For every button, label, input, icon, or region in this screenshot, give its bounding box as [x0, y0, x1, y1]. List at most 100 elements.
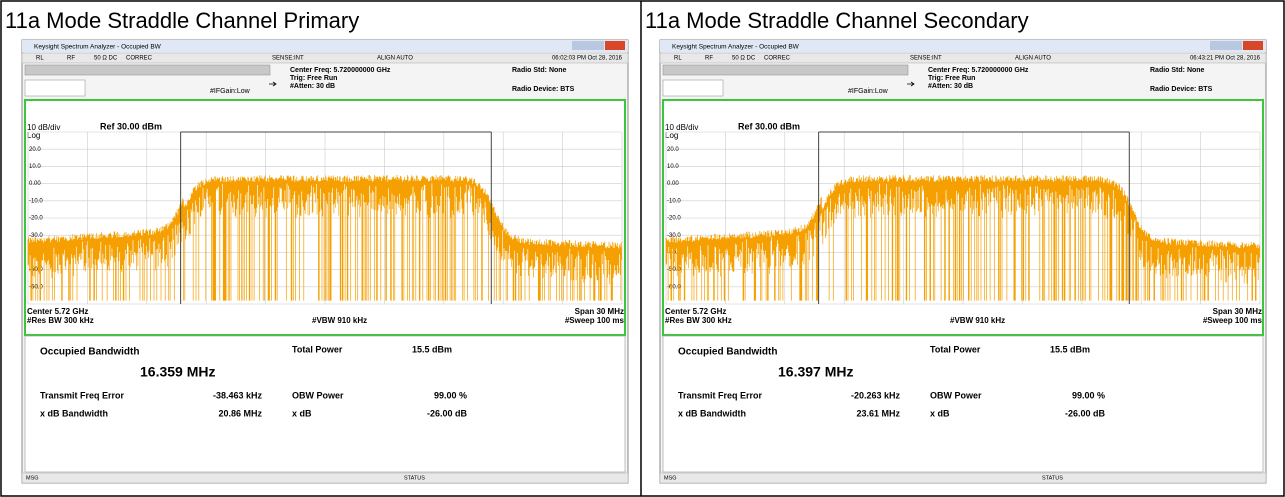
- max-button: [588, 41, 604, 50]
- result: Total Power: [292, 344, 343, 354]
- y-axis-label: 20.0: [667, 147, 679, 153]
- y-axis-label: 10.0: [667, 164, 679, 170]
- result: -38.463 kHz: [213, 390, 263, 400]
- status-item: 50 Ω DC: [732, 56, 756, 62]
- status-strip: [21, 52, 629, 64]
- y-axis-label: -50.0: [29, 267, 43, 273]
- setting: Radio Device: BTS: [512, 86, 575, 93]
- caption: 11a Mode Straddle Channel Secondary: [645, 8, 1029, 33]
- graph-annotation: Span 30 MHz: [575, 307, 624, 316]
- status-item: RF: [705, 56, 713, 62]
- status-item: SENSE:INT: [272, 56, 304, 62]
- scale: 10 dB/div: [27, 123, 60, 132]
- scale: 10 dB/div: [665, 123, 698, 132]
- y-axis-label: 0.00: [29, 181, 41, 187]
- caption: 11a Mode Straddle Channel Primary: [5, 8, 359, 33]
- setting: Radio Std: None: [1150, 67, 1205, 74]
- footer-msg: MSG: [26, 475, 39, 481]
- setting: Radio Std: None: [512, 67, 567, 74]
- title-bar: [22, 40, 628, 52]
- footer-status: STATUS: [404, 475, 425, 481]
- status-item: SENSE:INT: [910, 56, 942, 62]
- graph-annotation: Center 5.72 GHz: [665, 307, 726, 316]
- analyzer-screenshot: Keysight Spectrum Analyzer - Occupied BW…: [21, 39, 629, 484]
- status-item: RF: [67, 56, 75, 62]
- status-item: CORREC: [764, 56, 791, 62]
- spectrum-trace: [27, 175, 622, 301]
- result: Occupied Bandwidth: [678, 347, 777, 358]
- y-axis-label: -30.0: [667, 233, 681, 239]
- result: 15.5 dBm: [1050, 344, 1090, 354]
- max-button: [1226, 41, 1242, 50]
- y-axis-label: 0.00: [667, 181, 679, 187]
- results-pane: [24, 335, 626, 473]
- status-item: CORREC: [126, 56, 153, 62]
- y-axis-label: -60.0: [667, 284, 681, 290]
- setting: Radio Device: BTS: [1150, 86, 1213, 93]
- status-strip: [659, 52, 1267, 64]
- trig-icon: [269, 81, 277, 87]
- y-axis-label: -50.0: [667, 267, 681, 273]
- result: OBW Power: [292, 390, 344, 400]
- status-item: 50 Ω DC: [94, 56, 118, 62]
- result: -26.00 dB: [1065, 408, 1106, 418]
- setting: Center Freq: 5.720000000 GHz: [290, 67, 391, 74]
- status-item: 06:02:03 PM Oct 28, 2016: [552, 56, 623, 62]
- gray-box: [662, 64, 909, 76]
- graph-annotation: #Res BW 300 kHz: [27, 316, 94, 325]
- y-axis-label: 20.0: [29, 147, 41, 153]
- result: Occupied Bandwidth: [40, 347, 139, 358]
- min-button: [1210, 41, 1226, 50]
- result: 99.00 %: [434, 390, 467, 400]
- spectrum-trace: [665, 175, 1260, 301]
- result: 15.5 dBm: [412, 344, 452, 354]
- result: x dB: [292, 408, 312, 418]
- ref-level: Ref 30.00 dBm: [100, 121, 162, 131]
- setting: Trig: Free Run: [928, 75, 975, 82]
- y-axis-label: -20.0: [29, 216, 43, 222]
- graph-annotation: #Res BW 300 kHz: [665, 316, 732, 325]
- setting: #Atten: 30 dB: [290, 83, 335, 90]
- trig-icon: [907, 81, 915, 87]
- graph-annotation: Center 5.72 GHz: [27, 307, 88, 316]
- result: 20.86 MHz: [218, 408, 262, 418]
- graph-annotation: #VBW 910 kHz: [950, 316, 1005, 325]
- result: Total Power: [930, 344, 981, 354]
- setting: #IFGain:Low: [210, 88, 251, 95]
- result: x dB Bandwidth: [678, 408, 746, 418]
- setting: #IFGain:Low: [848, 88, 889, 95]
- y-axis-label: -10.0: [667, 198, 681, 204]
- setting: Trig: Free Run: [290, 75, 337, 82]
- result: 16.359 MHz: [140, 364, 215, 380]
- result: Transmit Freq Error: [678, 390, 763, 400]
- y-axis-label: -60.0: [29, 284, 43, 290]
- graph-annotation: #Sweep 100 ms: [1203, 316, 1263, 325]
- status-item: ALIGN AUTO: [1015, 56, 1051, 62]
- graph-annotation: Span 30 MHz: [1213, 307, 1262, 316]
- setting: Center Freq: 5.720000000 GHz: [928, 67, 1029, 74]
- footer-msg: MSG: [664, 475, 677, 481]
- y-axis-label: -20.0: [667, 216, 681, 222]
- result: x dB: [930, 408, 950, 418]
- y-axis-label: -10.0: [29, 198, 43, 204]
- result: -26.00 dB: [427, 408, 468, 418]
- status-item: RL: [36, 56, 44, 62]
- log-label: Log: [665, 131, 678, 140]
- result: 23.61 MHz: [856, 408, 900, 418]
- close-button: [605, 41, 625, 50]
- title-bar: [660, 40, 1266, 52]
- window-title: Keysight Spectrum Analyzer - Occupied BW: [672, 44, 800, 51]
- status-item: ALIGN AUTO: [377, 56, 413, 62]
- footer-bar: [659, 472, 1267, 484]
- result: Transmit Freq Error: [40, 390, 125, 400]
- log-label: Log: [27, 131, 40, 140]
- results-pane: [662, 335, 1264, 473]
- footer-status: STATUS: [1042, 475, 1063, 481]
- graph-annotation: #VBW 910 kHz: [312, 316, 367, 325]
- gray-box: [24, 64, 271, 76]
- analyzer-screenshot: Keysight Spectrum Analyzer - Occupied BW…: [659, 39, 1267, 484]
- result: 16.397 MHz: [778, 364, 853, 380]
- result: OBW Power: [930, 390, 982, 400]
- status-item: 06:43:21 PM Oct 28, 2016: [1190, 56, 1261, 62]
